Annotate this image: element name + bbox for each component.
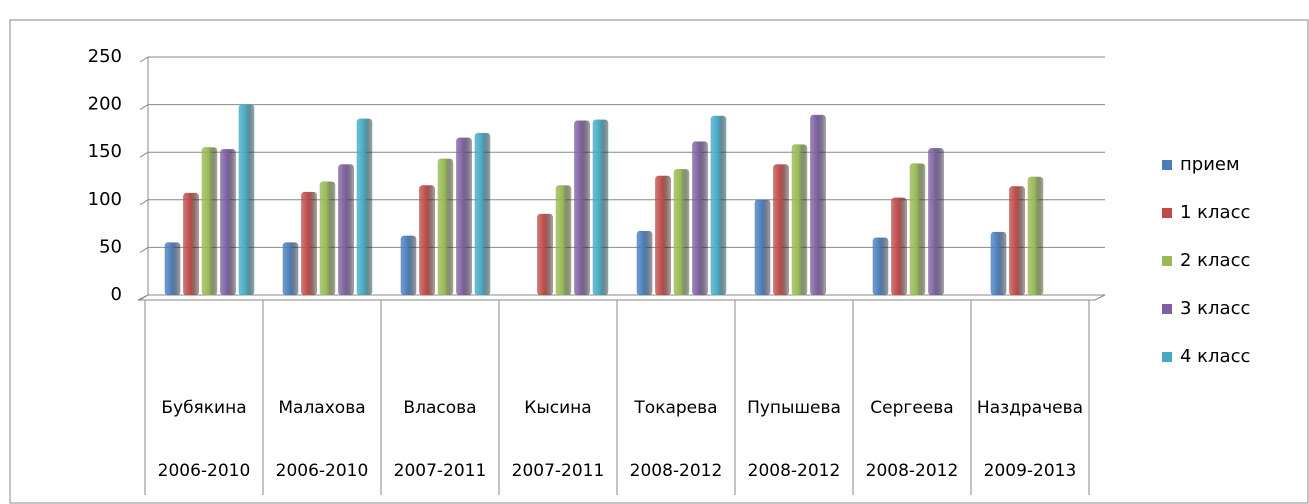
- bar: [474, 132, 491, 296]
- bar: [419, 185, 435, 296]
- grid-line-side: [139, 199, 149, 206]
- x-tick-label-years: 2009-2013: [984, 461, 1077, 481]
- bar: [301, 191, 317, 296]
- x-tick-label-years: 2008-2012: [630, 461, 723, 481]
- bar: [754, 199, 771, 296]
- x-tick-label-years: 2007-2011: [512, 461, 605, 481]
- x-tick-label-years: 2006-2010: [158, 461, 251, 481]
- grid-line-side: [139, 294, 149, 301]
- bar: [319, 181, 336, 296]
- legend-swatch: [1162, 160, 1172, 170]
- floor: [137, 294, 1106, 301]
- bar: [574, 120, 590, 296]
- bar: [437, 158, 454, 296]
- bar: [164, 242, 181, 296]
- bar: [338, 164, 354, 296]
- x-tick-label-years: 2008-2012: [866, 461, 959, 481]
- bar: [891, 197, 907, 296]
- bar: [928, 148, 944, 296]
- bar: [238, 104, 255, 296]
- bar: [220, 149, 236, 296]
- bar: [537, 213, 553, 296]
- legend-swatch: [1162, 304, 1172, 314]
- bar: [655, 175, 671, 296]
- y-tick-label: 200: [88, 94, 122, 115]
- legend-swatch: [1162, 208, 1172, 218]
- legend-label: 1 класс: [1180, 202, 1250, 223]
- bar: [456, 137, 472, 296]
- bar: [592, 119, 609, 296]
- x-tick-label: Бубякина: [161, 398, 246, 418]
- bar: [692, 141, 708, 296]
- x-tick-label: Пупышева: [747, 398, 841, 418]
- legend-label: 4 класс: [1180, 346, 1250, 367]
- bar: [201, 147, 218, 296]
- grid-line-side: [139, 104, 149, 111]
- x-tick-label: Малахова: [278, 398, 365, 418]
- x-tick-label-years: 2008-2012: [748, 461, 841, 481]
- bar: [791, 144, 808, 296]
- x-tick-label-years: 2007-2011: [394, 461, 487, 481]
- bar: [636, 230, 653, 296]
- legend-label: 3 класс: [1180, 298, 1250, 319]
- bar: [555, 185, 572, 296]
- legend-swatch: [1162, 352, 1172, 362]
- bar: [1027, 176, 1044, 296]
- bar: [710, 115, 727, 296]
- bar: [400, 235, 417, 296]
- bar: [282, 242, 299, 296]
- bar: [810, 114, 826, 296]
- x-tick-label: Токарева: [633, 398, 717, 418]
- x-tick-label: Сергеева: [870, 398, 953, 418]
- bar: [909, 163, 926, 296]
- y-tick-label: 250: [88, 46, 122, 67]
- x-tick-label-years: 2006-2010: [276, 461, 369, 481]
- bar: [183, 192, 199, 296]
- bar: [673, 169, 690, 296]
- x-tick-label: Кысина: [524, 398, 591, 418]
- y-tick-label: 150: [88, 141, 122, 162]
- category-labels: Бубякина 2006-2010 Малахова 2006-2010 Власов…: [158, 398, 1083, 481]
- bar: [990, 231, 1007, 296]
- legend-swatch: [1162, 256, 1172, 266]
- legend-label: прием: [1180, 154, 1240, 175]
- grid-line-side: [139, 151, 149, 158]
- legend-label: 2 класс: [1180, 250, 1250, 271]
- bar: [1009, 186, 1025, 296]
- y-tick-label: 100: [88, 189, 122, 210]
- grid-line-side: [139, 56, 149, 63]
- bar: [872, 237, 889, 296]
- bar: [356, 118, 373, 296]
- y-tick-label: 0: [111, 284, 122, 305]
- grid-line-side: [139, 246, 149, 253]
- bar: [773, 164, 789, 296]
- y-tick-label: 50: [99, 236, 122, 257]
- x-tick-label: Наздрачева: [977, 398, 1083, 418]
- x-tick-label: Власова: [403, 398, 476, 418]
